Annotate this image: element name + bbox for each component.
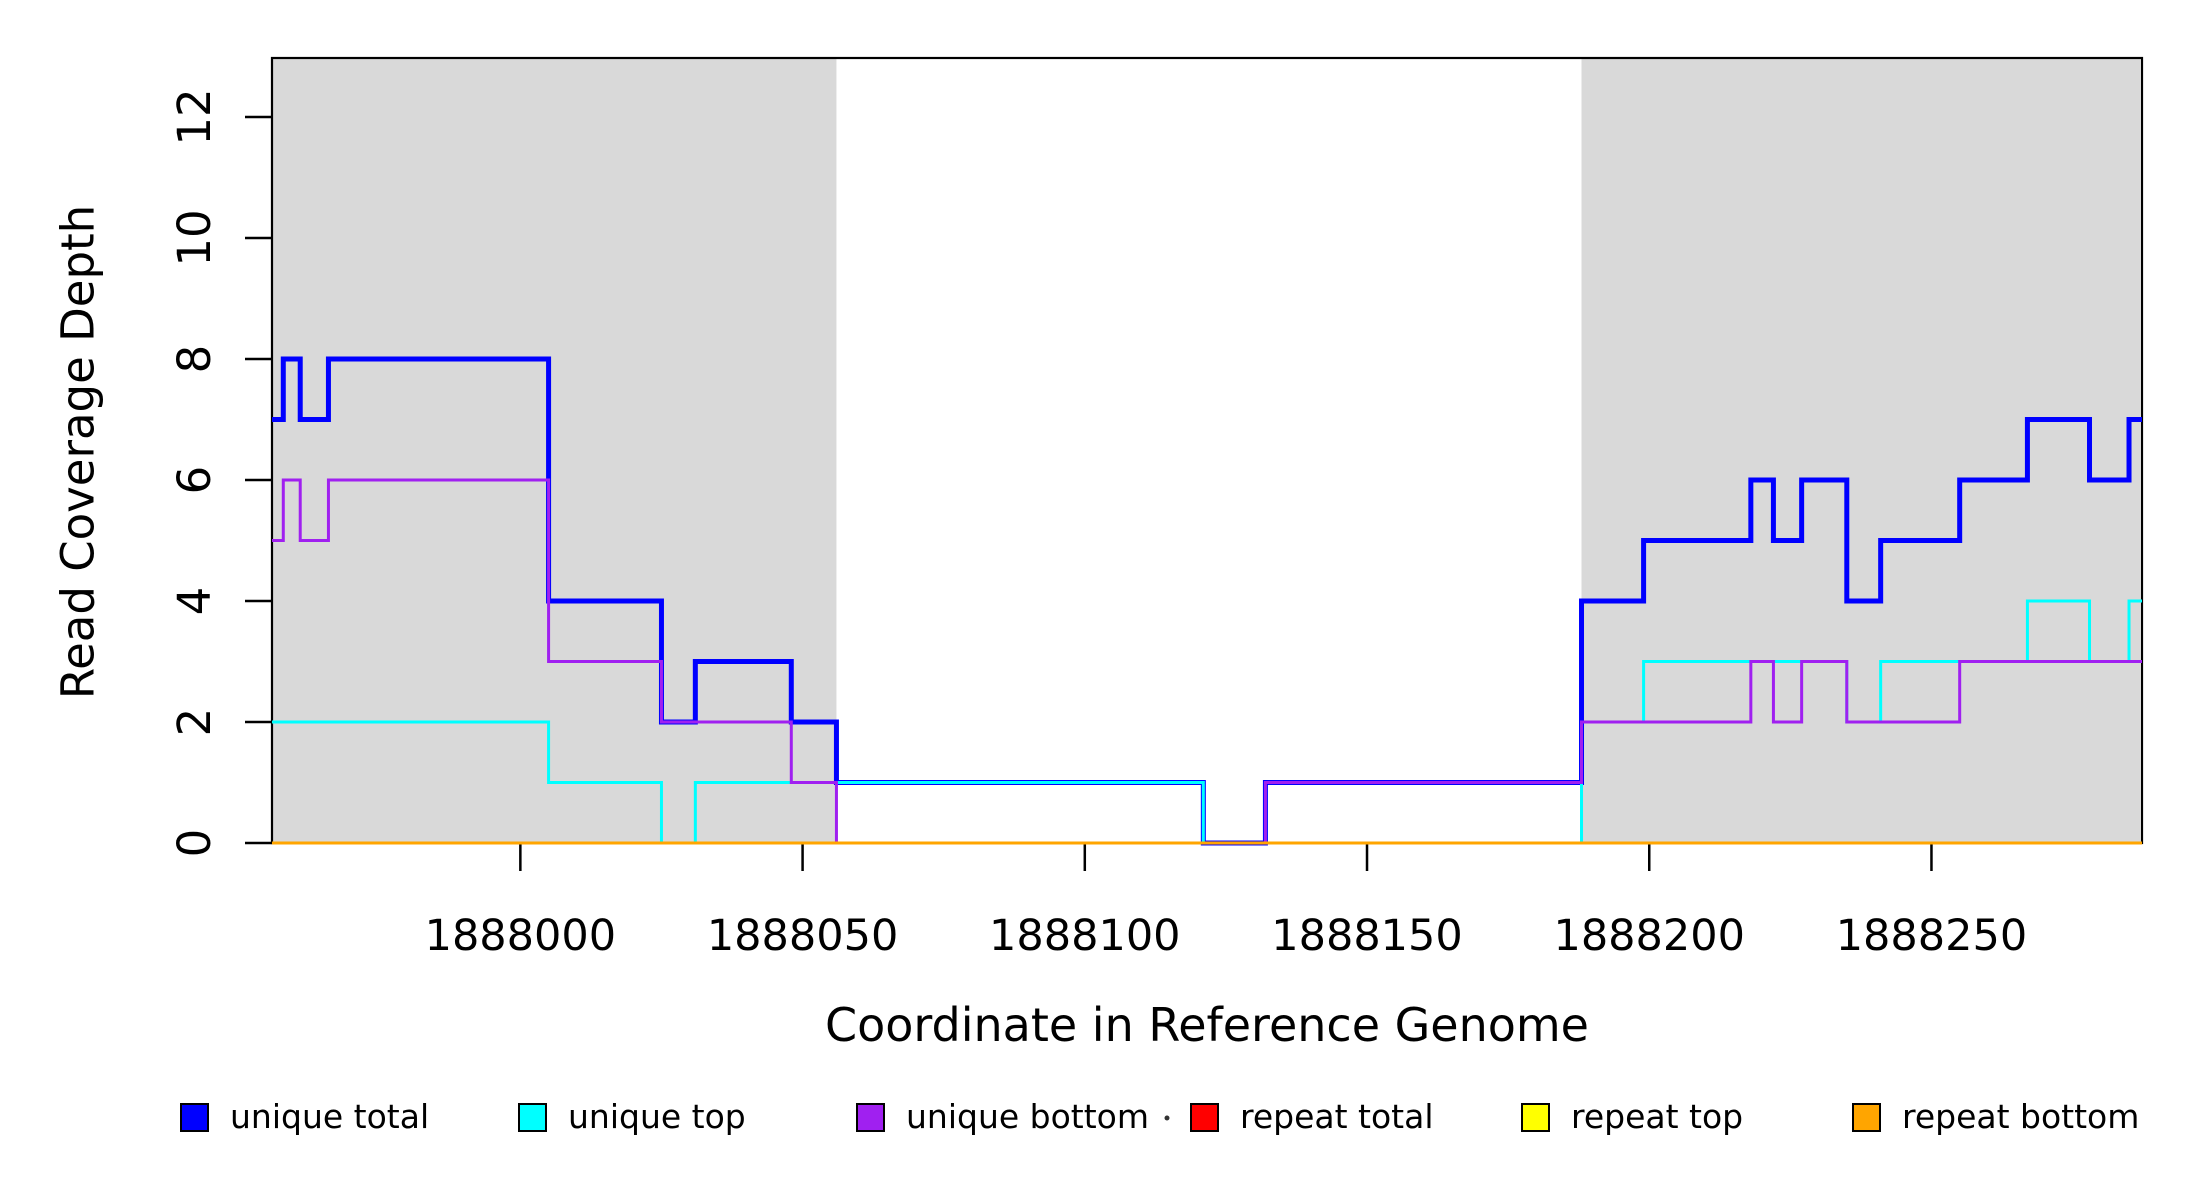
x-tick-label: 1888050 — [707, 911, 899, 961]
y-tick-label: 6 — [168, 466, 221, 495]
right-shaded-region — [1581, 58, 2141, 843]
legend-swatch-repeat-bottom — [1852, 1103, 1881, 1132]
legend-label-unique-top: unique top — [568, 1097, 746, 1136]
x-tick-label: 1888000 — [425, 911, 617, 961]
legend-stray-dot — [1164, 1115, 1170, 1121]
legend-label-unique-total: unique total — [230, 1097, 429, 1136]
y-tick-label: 2 — [168, 708, 221, 737]
legend-label-unique-bottom: unique bottom — [906, 1097, 1149, 1136]
legend-swatch-repeat-top — [1521, 1103, 1550, 1132]
legend-label-repeat-top: repeat top — [1571, 1097, 1743, 1136]
left-shaded-region — [272, 58, 837, 843]
legend-swatch-repeat-total — [1190, 1103, 1219, 1132]
legend-label-repeat-bottom: repeat bottom — [1902, 1097, 2139, 1136]
x-axis-title: Coordinate in Reference Genome — [825, 998, 1589, 1052]
y-tick-label: 10 — [168, 209, 221, 266]
x-tick-label: 1888100 — [989, 911, 1181, 961]
x-tick-label: 1888250 — [1836, 911, 2028, 961]
unique-top-line — [272, 599, 2142, 845]
y-tick-label: 12 — [168, 88, 221, 145]
legend-label-repeat-total: repeat total — [1240, 1097, 1434, 1136]
y-tick-label: 0 — [168, 829, 221, 858]
unique-total-line — [272, 356, 2142, 846]
legend-swatch-unique-top — [518, 1103, 547, 1132]
x-tick-label: 1888200 — [1553, 911, 1745, 961]
y-tick-label: 8 — [168, 345, 221, 374]
legend-swatch-unique-total — [180, 1103, 209, 1132]
x-tick-label: 1888150 — [1271, 911, 1463, 961]
y-tick-label: 4 — [168, 587, 221, 616]
legend-swatch-unique-bottom — [856, 1103, 885, 1132]
y-axis-title: Read Coverage Depth — [51, 204, 105, 700]
